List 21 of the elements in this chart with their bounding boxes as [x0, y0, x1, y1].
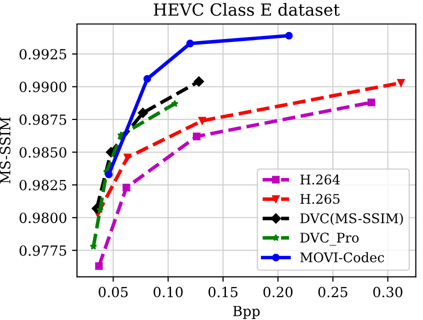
legend-label: H.264 — [300, 174, 340, 185]
y-tick-label: 0.9775 — [20, 245, 66, 256]
x-tick-label: 0.25 — [318, 286, 348, 298]
y-tick-label: 0.9850 — [20, 147, 66, 158]
chart-title: HEVC Class E dataset — [154, 3, 340, 16]
y-tick-label: 0.9900 — [20, 82, 66, 92]
legend-label: DVC(MS-SSIM) — [300, 213, 403, 226]
x-tick-label: 0.05 — [98, 286, 128, 298]
legend-label: DVC_Pro — [300, 232, 359, 246]
legend-label: H.265 — [300, 194, 340, 204]
y-tick-label: 0.9825 — [20, 180, 66, 190]
y-tick-label: 0.9925 — [20, 48, 66, 60]
legend-label: MOVI-Codec — [300, 252, 384, 262]
y-axis-title: MS-SSIM — [0, 117, 10, 184]
y-tick-label: 0.9875 — [20, 114, 66, 125]
x-tick-label: 0.15 — [208, 286, 238, 298]
y-tick-label: 0.9800 — [20, 212, 66, 224]
x-tick-label: 0.10 — [154, 286, 183, 298]
x-axis-title: Bpp — [233, 306, 260, 319]
x-tick-label: 0.20 — [263, 286, 293, 298]
x-tick-label: 0.30 — [373, 286, 402, 298]
